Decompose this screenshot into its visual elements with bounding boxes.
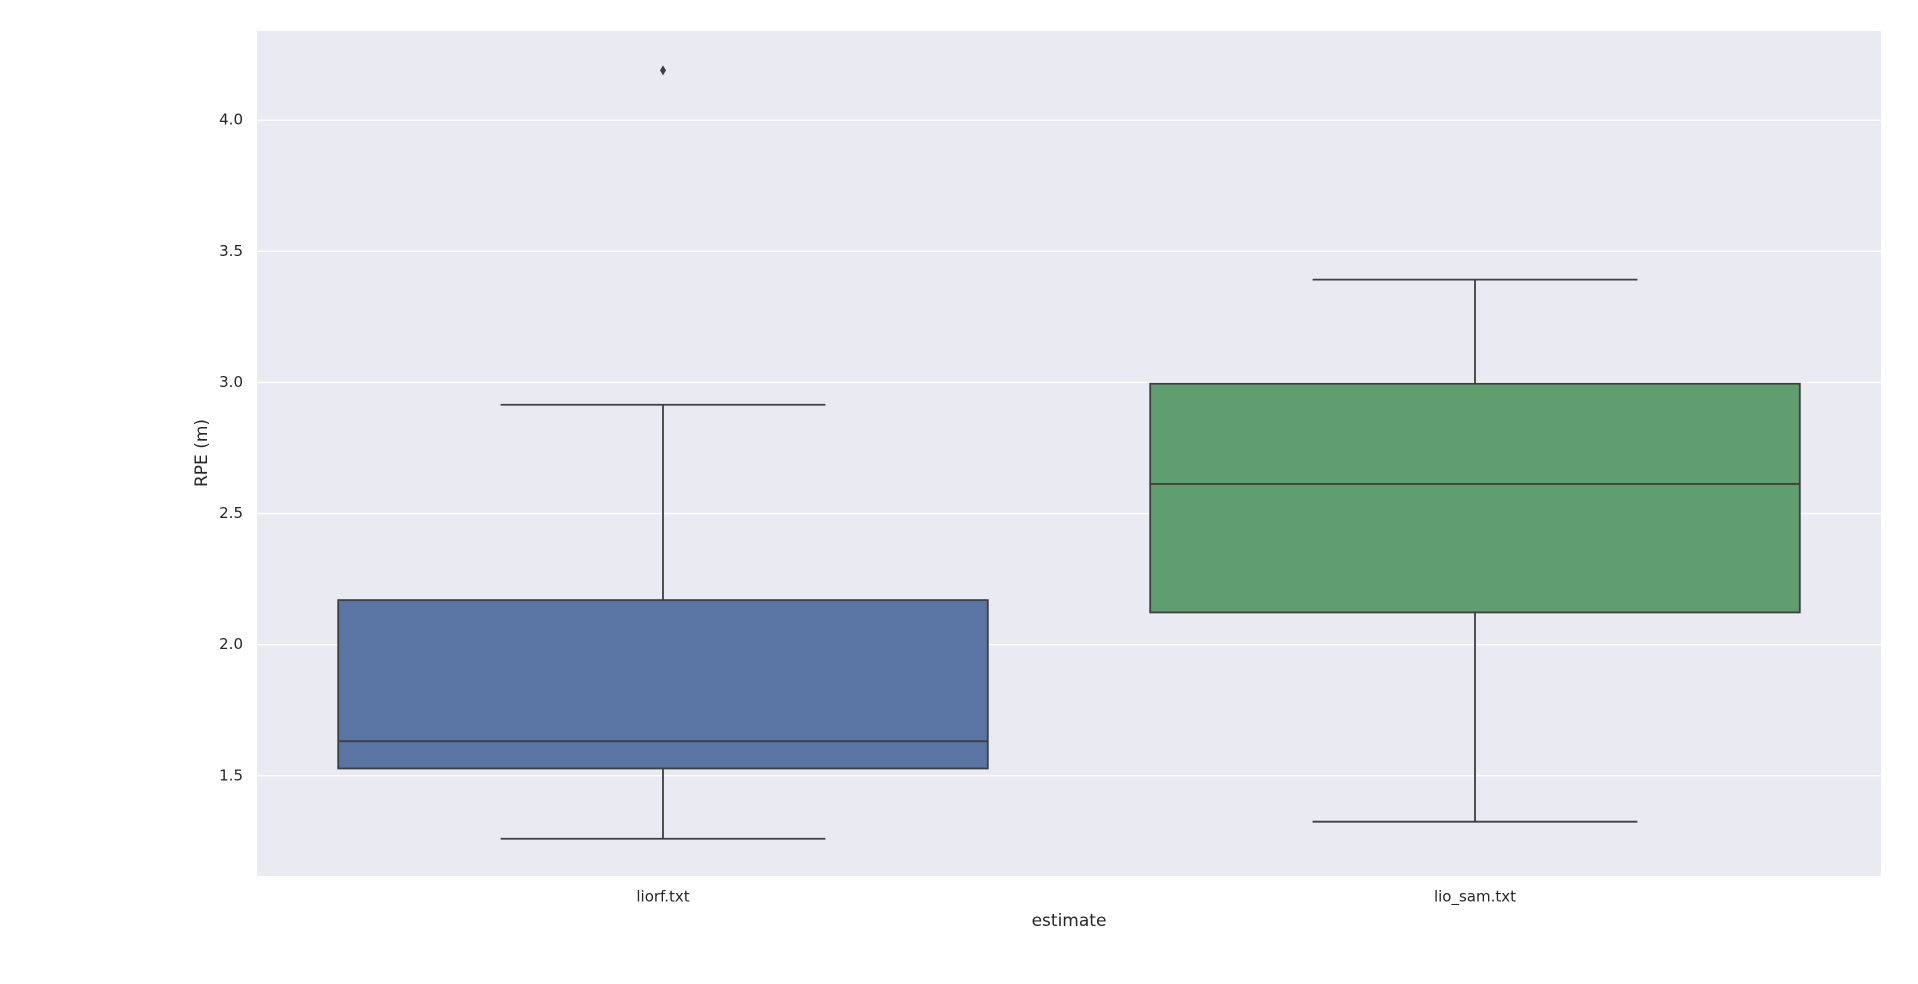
y-tick-label: 2.0 — [219, 635, 243, 653]
y-axis-label: RPE (m) — [192, 419, 212, 487]
x-tick-label: liorf.txt — [636, 888, 689, 906]
flier — [660, 65, 666, 76]
box — [1149, 382, 1801, 614]
y-tick-label: 4.0 — [219, 111, 243, 129]
box — [337, 599, 989, 770]
y-tick-label: 3.0 — [219, 373, 243, 391]
x-axis-label: estimate — [1032, 911, 1107, 931]
x-tick-label: lio_sam.txt — [1434, 888, 1516, 907]
y-tick-label: 2.5 — [219, 504, 243, 522]
y-tick-label: 3.5 — [219, 242, 243, 260]
y-tick-label: 1.5 — [219, 766, 243, 784]
